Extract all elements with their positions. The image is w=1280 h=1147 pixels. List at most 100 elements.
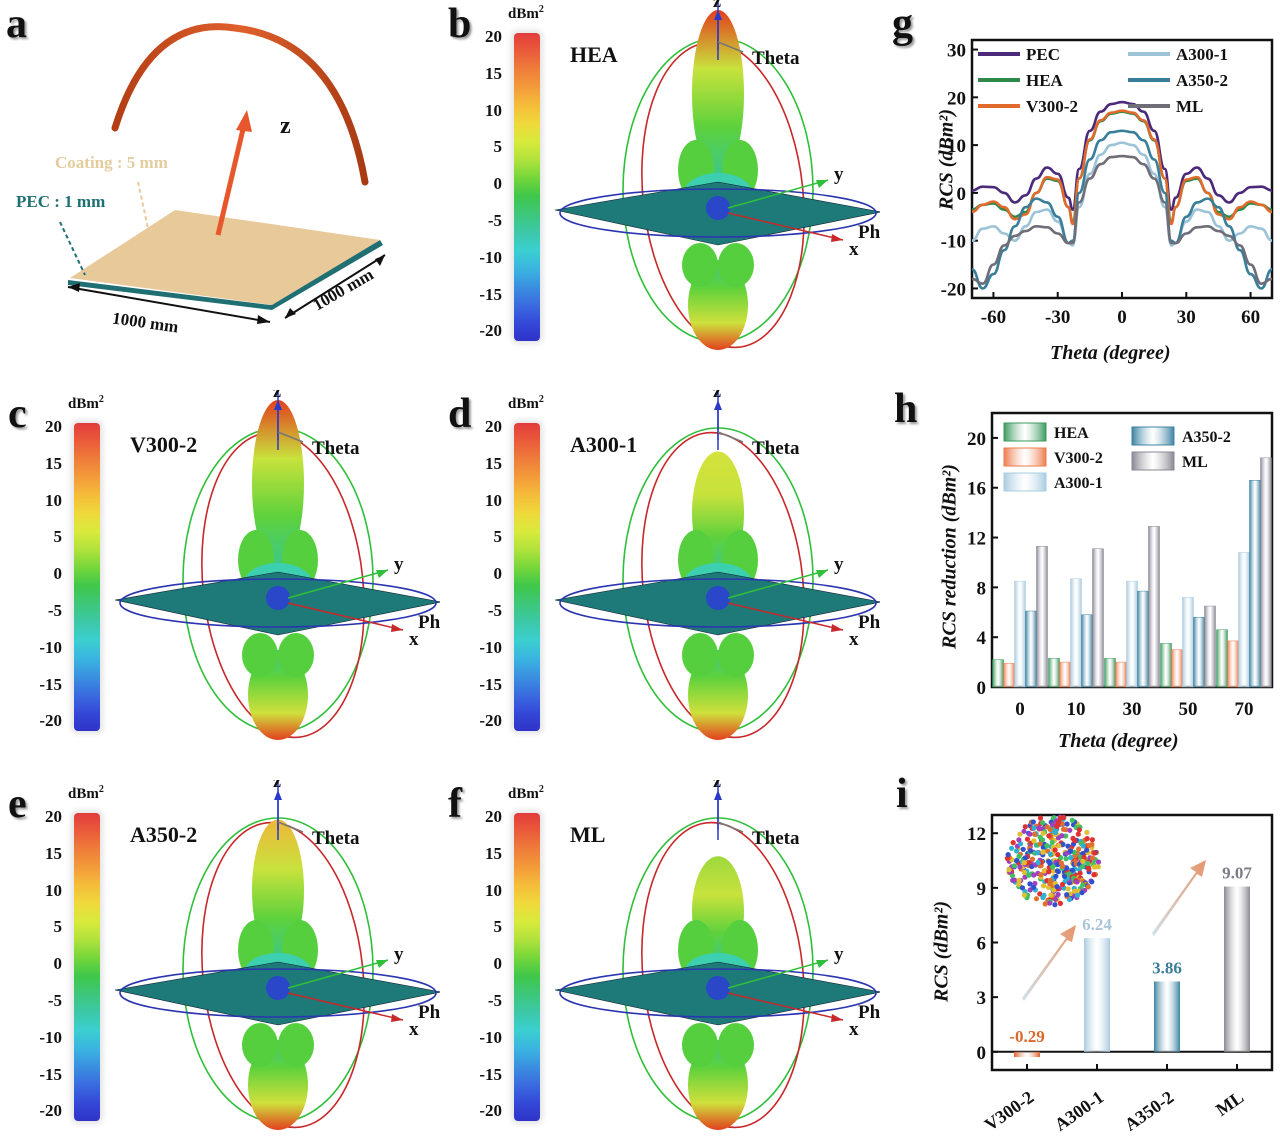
particle [1020,846,1026,852]
particle [1022,855,1028,861]
colorbar-tick: -15 [479,1064,502,1084]
particle [1076,846,1082,852]
y-tick-label: 8 [977,578,987,599]
colorbar-tick: -5 [47,601,62,620]
particle [1052,896,1058,902]
particle [1072,838,1078,844]
y-axis-label: RCS (dBm²) [935,109,958,211]
bar-hea [992,659,1004,688]
y-axis-arrowhead [816,180,828,188]
z-axis-arrowhead [274,790,282,800]
colorbar-tick: 0 [493,954,503,974]
particle [1006,867,1012,873]
y-axis [727,959,829,989]
particle [1036,825,1042,831]
particle [1032,831,1038,837]
bar-v300-2 [1171,649,1183,688]
phi-label: Phi [418,612,440,633]
legend-swatch [1131,426,1175,446]
theta-label: Theta [312,438,360,459]
particle [1021,860,1027,866]
panel-e: e dBm2 20 15 10 5 0 -5 -10 -15 -20 A350-2 z Theta y Phi… [0,780,440,1140]
particle [1064,850,1070,856]
particle [1038,872,1044,878]
x-axis-label: Theta (degree) [1050,342,1171,364]
phi-label: Phi [858,612,880,633]
rcs-line-chart: 30 20 10 0 -10 -20 -60 -30 0 30 60 PEC HEA V300-2 A300… [941,38,1274,328]
particle [1051,887,1057,893]
particle [1080,858,1086,864]
x-tick-label: -60 [981,307,1006,328]
colorbar-tick: -15 [479,674,502,694]
legend-label: ML [1176,97,1203,116]
material-label: A300-1 [570,432,638,457]
x-axis-label: Theta (degree) [1058,730,1179,752]
particle [1040,849,1046,855]
y-axis-label: RCS (dBm²) [930,901,953,1003]
bar-a350-2 [1137,590,1149,688]
particle [1052,902,1058,908]
particle [1080,863,1086,870]
particle [1079,890,1085,896]
theta-arrow [277,431,304,443]
theta-label: Theta [752,48,800,69]
particle [1031,872,1037,878]
panel-i: i 0 3 6 9 12 -0.29 V300-2 6.24 A300-1 3.86 A350-2 9… [896,770,1280,1147]
x-tick-label: 30 [1177,307,1196,328]
side-lobe [242,1023,278,1067]
coating-label: Coating : 5 mm [55,153,168,172]
particle [1027,848,1034,854]
data-label: 3.86 [1152,958,1182,977]
panel-a: a z Coating : 5 mm PEC : 1 mm 1000 mm 10… [0,0,440,360]
series-line-hea [971,110,1273,223]
colorbar-tick: 20 [45,807,62,826]
y-tick-label: 20 [947,88,966,109]
colorbar [514,423,540,731]
azimuth-circle-blue [559,578,877,628]
colorbar-tick: 10 [45,490,62,510]
y-tick-label: 30 [947,41,966,62]
particle [1095,864,1101,870]
particle [1041,868,1047,874]
particle [1063,833,1069,839]
bar-hea [1216,629,1228,688]
particle [1047,826,1053,833]
colorbar-tick: -10 [479,247,502,267]
colorbar-tick: 10 [485,100,502,120]
colorbar-tick: -20 [479,711,502,731]
colorbar-unit: dBm2 [508,784,544,802]
theta-arrow [277,821,304,833]
y-axis-label: y [834,944,844,965]
particle [1026,872,1032,878]
side-lobe [718,243,754,287]
particle [1069,817,1075,823]
side-lobe [682,1023,718,1067]
null-center [706,586,730,610]
colorbar-tick: -10 [39,637,62,657]
particle [1018,841,1024,847]
bar-a300-1 [1238,552,1250,688]
bar-a300-1 [1084,938,1110,1052]
legend-label: V300-2 [1026,97,1078,116]
x-axis-arrowhead [831,1014,843,1022]
theta-arrow [717,41,744,53]
particle [1010,840,1016,846]
colorbar-unit: dBm2 [68,394,104,412]
theta-label: Theta [752,828,800,849]
legend-label: PEC [1026,45,1060,64]
bar-ml [1224,886,1250,1052]
z-axis-label: z [273,780,281,791]
particle [1040,837,1046,843]
colorbar-tick: -15 [39,1064,62,1084]
particle [1017,831,1023,837]
particle [1050,821,1056,828]
phi-label: Phi [858,1002,880,1023]
y-axis [287,959,389,989]
colorbar-tick: 15 [485,453,502,473]
y-tick-label: 3 [977,988,987,1009]
phi-label: Phi [418,1002,440,1023]
particle [1089,879,1095,885]
particle [1060,863,1066,870]
material-label: ML [570,822,606,847]
particle [1047,860,1053,867]
